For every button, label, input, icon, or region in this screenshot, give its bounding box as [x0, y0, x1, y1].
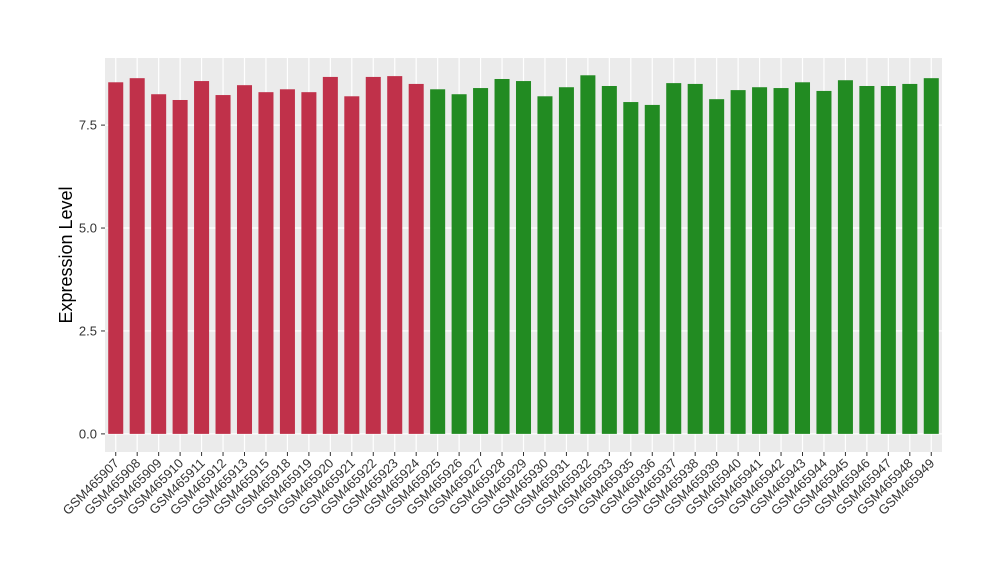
bar [387, 76, 403, 434]
bar [451, 94, 467, 434]
bar [430, 89, 446, 434]
bar [816, 90, 832, 434]
bar [515, 81, 532, 434]
bar [301, 92, 317, 434]
bar [837, 80, 853, 434]
bar [172, 99, 188, 434]
bar [666, 83, 682, 434]
y-tick-label: 2.5 [79, 323, 97, 338]
bar [194, 81, 210, 434]
bar [644, 104, 660, 434]
bar [773, 88, 789, 434]
bar [215, 95, 231, 434]
bar [344, 96, 360, 434]
bar [902, 83, 918, 434]
bar [623, 102, 639, 434]
y-axis-title: Expression Level [56, 186, 76, 323]
bar [473, 88, 489, 434]
y-tick-label: 5.0 [79, 221, 97, 236]
bar [129, 78, 145, 434]
bar [601, 85, 617, 434]
bar [558, 87, 574, 434]
bar [408, 83, 424, 434]
bar [322, 76, 338, 434]
y-tick-label: 0.0 [79, 426, 97, 441]
bar [236, 85, 253, 434]
bar [859, 85, 875, 434]
bar [730, 90, 746, 434]
bar [108, 82, 124, 434]
bar [794, 82, 811, 434]
y-tick-label: 7.5 [79, 118, 97, 133]
bar [580, 75, 596, 434]
bar [258, 92, 274, 434]
bar [752, 87, 768, 434]
bar [279, 89, 295, 434]
bar [537, 96, 553, 434]
bar [709, 99, 725, 434]
bar [494, 78, 510, 434]
bar [923, 78, 939, 434]
bar [880, 85, 896, 434]
bar [687, 83, 703, 434]
bar [151, 94, 167, 434]
bar [365, 76, 381, 434]
